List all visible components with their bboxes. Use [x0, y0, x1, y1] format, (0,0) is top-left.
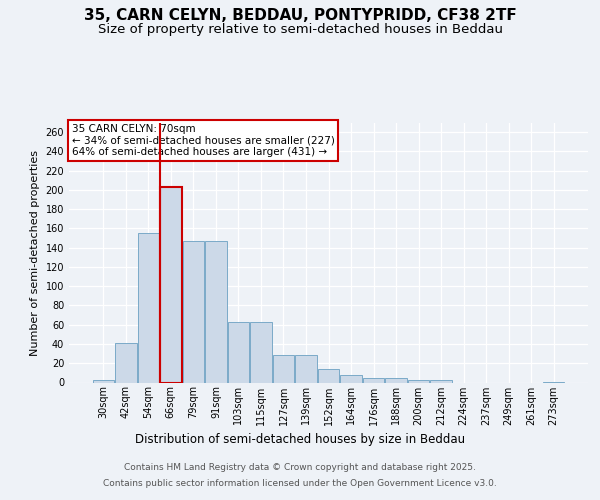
Bar — [340, 375, 362, 382]
Bar — [115, 343, 137, 382]
Bar — [205, 241, 227, 382]
Text: Size of property relative to semi-detached houses in Beddau: Size of property relative to semi-detach… — [97, 22, 503, 36]
Text: 35 CARN CELYN: 70sqm
← 34% of semi-detached houses are smaller (227)
64% of semi: 35 CARN CELYN: 70sqm ← 34% of semi-detac… — [71, 124, 334, 157]
Bar — [363, 378, 384, 382]
Bar — [385, 378, 407, 382]
Bar — [318, 369, 339, 382]
Bar — [273, 354, 294, 382]
Bar — [295, 354, 317, 382]
Bar — [228, 322, 249, 382]
Bar — [137, 233, 159, 382]
Bar — [408, 380, 429, 382]
Bar — [92, 380, 114, 382]
Text: 35, CARN CELYN, BEDDAU, PONTYPRIDD, CF38 2TF: 35, CARN CELYN, BEDDAU, PONTYPRIDD, CF38… — [83, 8, 517, 22]
Bar — [430, 380, 452, 382]
Bar — [250, 322, 272, 382]
Bar — [160, 187, 182, 382]
Text: Distribution of semi-detached houses by size in Beddau: Distribution of semi-detached houses by … — [135, 432, 465, 446]
Bar — [182, 241, 204, 382]
Text: Contains HM Land Registry data © Crown copyright and database right 2025.: Contains HM Land Registry data © Crown c… — [124, 464, 476, 472]
Text: Contains public sector information licensed under the Open Government Licence v3: Contains public sector information licen… — [103, 478, 497, 488]
Y-axis label: Number of semi-detached properties: Number of semi-detached properties — [30, 150, 40, 356]
